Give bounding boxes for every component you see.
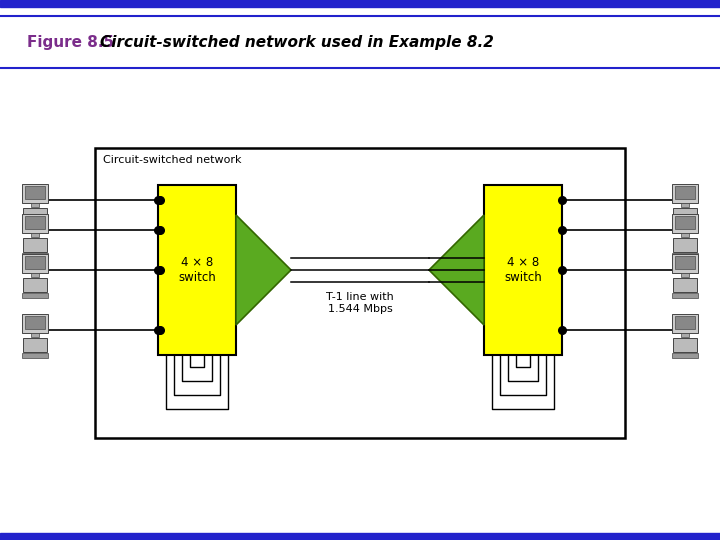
Bar	[22, 223, 48, 228]
Bar	[31, 202, 39, 206]
Bar	[25, 255, 45, 268]
Bar	[672, 253, 698, 273]
Bar	[23, 278, 47, 292]
Bar	[675, 215, 695, 228]
Bar	[31, 233, 39, 237]
Bar	[158, 185, 236, 355]
Bar	[673, 238, 697, 252]
Bar	[673, 338, 697, 352]
Bar	[0, 533, 720, 540]
Bar	[22, 293, 48, 298]
Text: T-1 line with
1.544 Mbps: T-1 line with 1.544 Mbps	[326, 292, 394, 314]
Bar	[681, 202, 689, 206]
Bar	[23, 208, 47, 222]
Bar	[23, 238, 47, 252]
Polygon shape	[236, 215, 291, 325]
Bar	[675, 186, 695, 199]
Bar	[31, 333, 39, 336]
Bar	[23, 338, 47, 352]
Bar	[22, 253, 48, 273]
Text: 4 × 8
switch: 4 × 8 switch	[504, 256, 542, 284]
Text: 4 × 8
switch: 4 × 8 switch	[178, 256, 216, 284]
Text: Circuit-switched network used in Example 8.2: Circuit-switched network used in Example…	[100, 35, 494, 50]
Polygon shape	[429, 215, 484, 325]
Bar	[672, 314, 698, 333]
Bar	[25, 215, 45, 228]
Bar	[484, 185, 562, 355]
Bar	[0, 0, 720, 7]
Bar	[95, 148, 625, 438]
Bar	[22, 353, 48, 358]
Bar	[31, 273, 39, 276]
Bar	[681, 333, 689, 336]
Bar	[672, 253, 698, 258]
Bar	[672, 213, 698, 233]
Text: Figure 8.5: Figure 8.5	[27, 35, 114, 50]
Bar	[672, 223, 698, 228]
Bar	[672, 353, 698, 358]
Bar	[675, 315, 695, 328]
Bar	[681, 233, 689, 237]
Text: Circuit-switched network: Circuit-switched network	[103, 155, 241, 165]
Bar	[25, 186, 45, 199]
Bar	[22, 314, 48, 333]
Bar	[22, 184, 48, 202]
Bar	[673, 278, 697, 292]
Bar	[675, 255, 695, 268]
Bar	[22, 213, 48, 233]
Bar	[672, 293, 698, 298]
Bar	[25, 315, 45, 328]
Bar	[681, 273, 689, 276]
Bar	[22, 253, 48, 258]
Bar	[672, 184, 698, 202]
Bar	[673, 208, 697, 222]
